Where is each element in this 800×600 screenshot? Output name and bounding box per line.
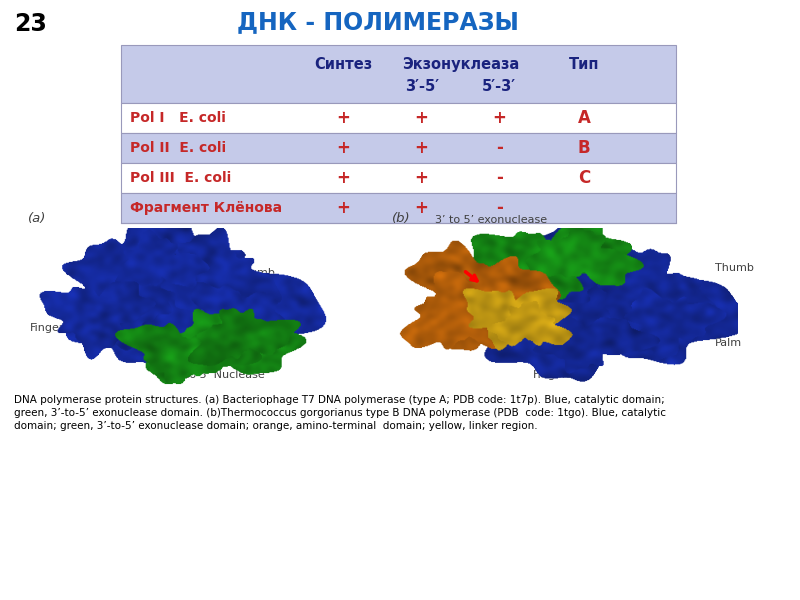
Text: DNA polymerase protein structures. (a) Bacteriophage T7 DNA polymerase (type A; : DNA polymerase protein structures. (a) B… <box>14 395 666 431</box>
Bar <box>121 163 676 193</box>
Text: Экзонуклеаза: Экзонуклеаза <box>402 57 519 72</box>
Text: +: + <box>336 139 350 157</box>
Text: +: + <box>414 169 429 187</box>
Text: +: + <box>414 199 429 217</box>
Bar <box>121 103 676 133</box>
Text: (b): (b) <box>392 212 411 225</box>
Text: 23: 23 <box>14 12 47 36</box>
Text: +: + <box>414 109 429 127</box>
Text: +: + <box>414 139 429 157</box>
Text: ДНК - ПОЛИМЕРАЗЫ: ДНК - ПОЛИМЕРАЗЫ <box>238 10 519 34</box>
Text: Фрагмент Клёнова: Фрагмент Клёнова <box>130 201 282 215</box>
Bar <box>121 193 676 223</box>
Text: -: - <box>496 199 502 217</box>
Text: Fingers: Fingers <box>533 370 574 380</box>
Text: (a): (a) <box>28 212 46 225</box>
Text: Thumb: Thumb <box>236 268 275 278</box>
Text: 3’ to 5’ Nuclease: 3’ to 5’ Nuclease <box>170 370 264 380</box>
Text: -: - <box>496 169 502 187</box>
Text: Palm: Palm <box>248 313 275 323</box>
Text: +: + <box>492 109 506 127</box>
Text: Fingers: Fingers <box>30 323 70 333</box>
Text: 3′-5′: 3′-5′ <box>405 79 438 94</box>
Text: 3’ to 5’ exonuclease: 3’ to 5’ exonuclease <box>435 215 547 225</box>
Text: -: - <box>496 139 502 157</box>
Bar <box>121 133 676 163</box>
Text: Pol II  E. coli: Pol II E. coli <box>130 141 226 155</box>
Text: C: C <box>578 169 590 187</box>
Text: Pol I   E. coli: Pol I E. coli <box>130 111 226 125</box>
Text: Thumb: Thumb <box>714 263 754 273</box>
Text: +: + <box>336 169 350 187</box>
Bar <box>121 45 676 103</box>
Text: Тип: Тип <box>569 57 599 72</box>
Text: 5′-3′: 5′-3′ <box>482 79 516 94</box>
Text: +: + <box>336 109 350 127</box>
Text: Pol III  E. coli: Pol III E. coli <box>130 171 232 185</box>
Text: +: + <box>336 199 350 217</box>
Text: Palm: Palm <box>714 338 742 348</box>
Text: B: B <box>578 139 590 157</box>
Text: Синтез: Синтез <box>314 57 372 72</box>
Text: A: A <box>578 109 590 127</box>
